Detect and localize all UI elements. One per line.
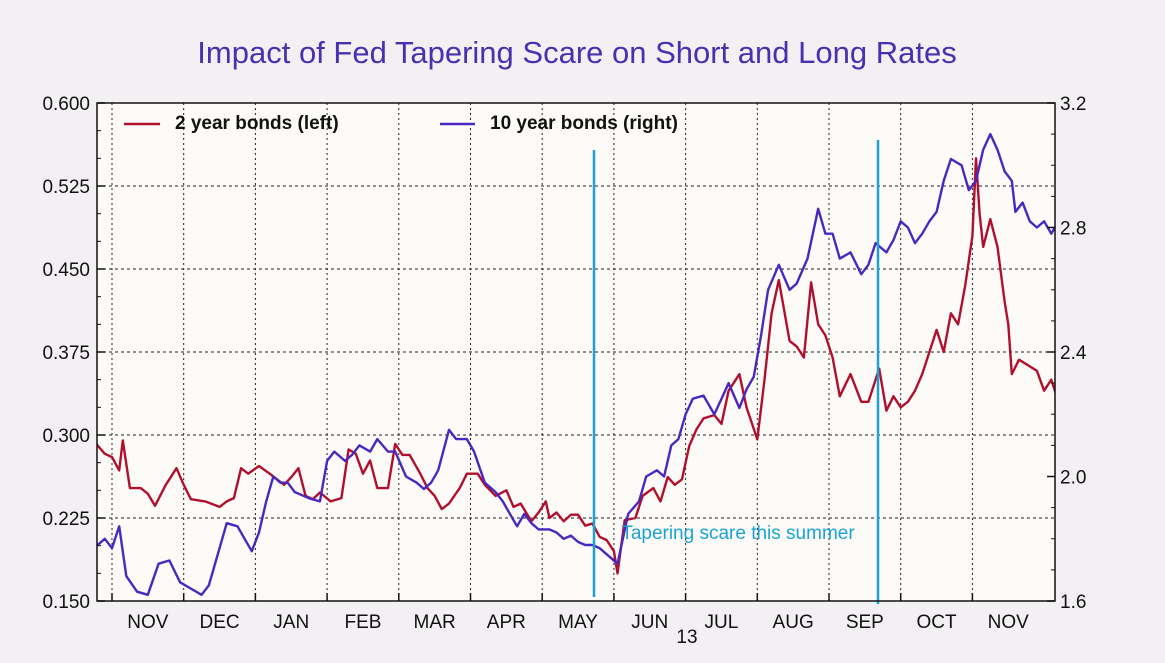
plot-area: [97, 103, 1055, 601]
month-label: JAN: [273, 612, 309, 633]
month-label: MAY: [558, 612, 598, 633]
month-label: JUL: [705, 612, 739, 633]
right-tick-label: 3.2: [1060, 94, 1086, 115]
right-tick-label: 1.6: [1060, 592, 1086, 613]
left-tick-label: 0.375: [42, 343, 90, 364]
month-label: NOV: [988, 612, 1030, 633]
chart-title: Impact of Fed Tapering Scare on Short an…: [197, 35, 956, 70]
left-tick-label: 0.300: [42, 426, 90, 447]
right-tick-label: 2.4: [1060, 343, 1087, 364]
annotation-markers: [592, 140, 880, 604]
month-label: MAR: [414, 612, 456, 633]
month-label: OCT: [916, 612, 957, 633]
series-lines: [97, 132, 1055, 596]
month-label: NOV: [127, 612, 169, 633]
month-label: SEP: [846, 612, 884, 633]
left-tick-label: 0.150: [42, 592, 90, 613]
legend-label: 2 year bonds (left): [175, 113, 339, 134]
month-label: JUN: [631, 612, 668, 633]
month-label: FEB: [344, 612, 381, 633]
left-tick-label: 0.525: [42, 177, 90, 198]
left-tick-label: 0.225: [42, 509, 90, 530]
left-tick-label: 0.450: [42, 260, 90, 281]
left-tick-label: 0.600: [42, 94, 90, 115]
month-label: AUG: [773, 612, 814, 633]
series-10yr-line: [97, 132, 1055, 596]
legend: 2 year bonds (left) 10 year bonds (right): [124, 113, 678, 134]
month-label: APR: [487, 612, 526, 633]
annotation-text: Tapering scare this summer: [621, 523, 855, 544]
legend-label: 10 year bonds (right): [490, 113, 678, 134]
right-tick-label: 2.8: [1060, 219, 1086, 240]
month-label: DEC: [199, 612, 239, 633]
axes: 0.600 0.525 0.450 0.375 0.300 0.225 0.150 3.2 2.…: [42, 94, 1086, 633]
right-tick-label: 2.0: [1060, 468, 1086, 489]
grid: [97, 103, 1055, 601]
year-label: 13: [676, 627, 697, 648]
plot-background: [97, 103, 1055, 601]
